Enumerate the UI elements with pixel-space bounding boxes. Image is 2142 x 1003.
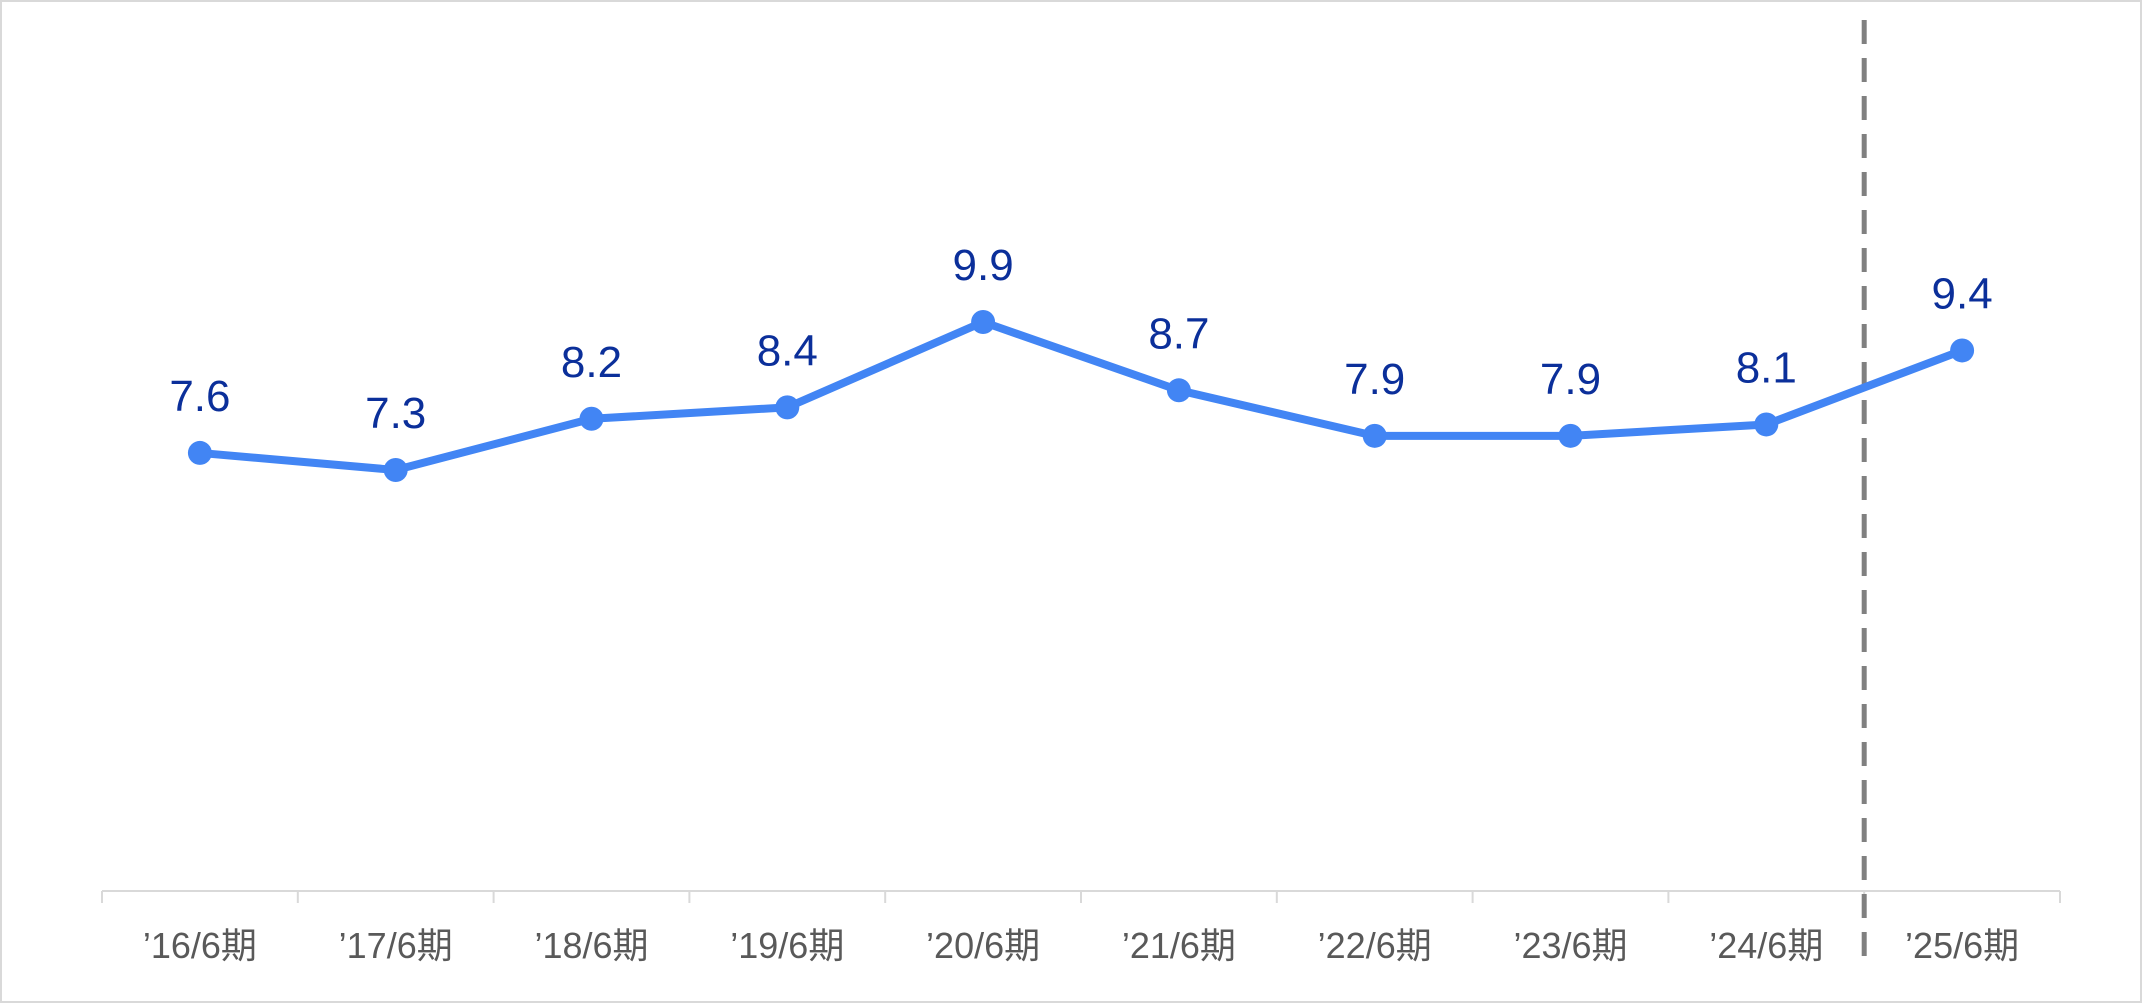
data-label: 7.9	[1344, 355, 1405, 404]
data-point-marker	[1362, 423, 1387, 448]
data-label: 9.9	[953, 241, 1014, 290]
data-label: 8.7	[1148, 309, 1209, 358]
data-point-marker	[1950, 338, 1975, 363]
data-label: 8.2	[561, 338, 622, 387]
x-tick-label: ’22/6期	[1318, 925, 1432, 966]
data-point-marker	[971, 310, 996, 334]
x-tick-label: ’18/6期	[534, 925, 648, 966]
x-tick-label: ’20/6期	[926, 925, 1040, 966]
x-tick-label: ’25/6期	[1905, 925, 2019, 966]
x-tick-label: ’21/6期	[1122, 925, 1236, 966]
data-point-marker	[383, 458, 408, 482]
data-point-marker	[579, 406, 604, 431]
data-label: 7.3	[365, 389, 426, 438]
data-point-marker	[775, 395, 800, 420]
x-tick-label: ’23/6期	[1513, 925, 1627, 966]
x-tick-label: ’16/6期	[143, 925, 257, 966]
data-label: 9.4	[1932, 269, 1993, 318]
data-point-marker	[1558, 423, 1583, 448]
x-tick-label: ’19/6期	[730, 925, 844, 966]
data-label: 7.9	[1540, 355, 1601, 404]
data-point-marker	[187, 440, 212, 465]
x-tick-label: ’17/6期	[339, 925, 453, 966]
data-label: 7.6	[169, 372, 230, 421]
series-line	[195, 318, 1967, 474]
data-label: 8.4	[757, 326, 818, 375]
data-label: 8.1	[1736, 343, 1797, 392]
data-point-marker	[1754, 412, 1779, 437]
data-point-marker	[1166, 378, 1191, 403]
x-tick-label: ’24/6期	[1709, 925, 1823, 966]
